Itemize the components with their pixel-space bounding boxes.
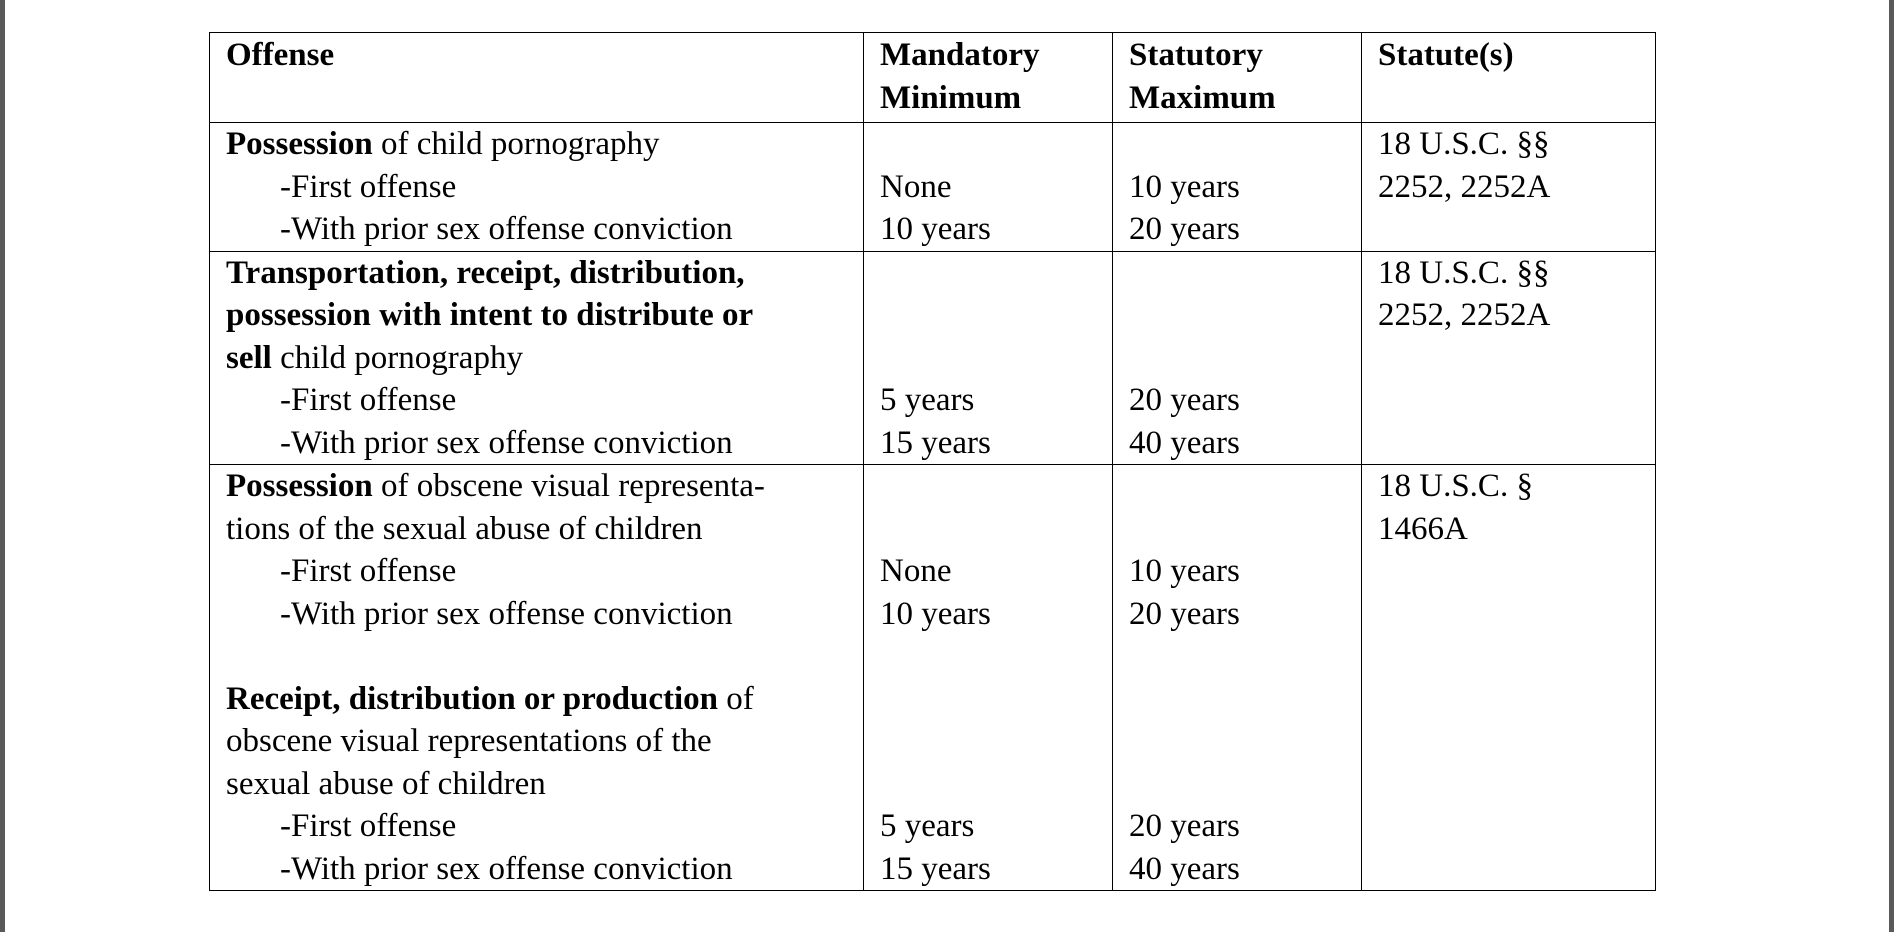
- table-row: Possession of obscene visual representa-…: [209, 464, 1656, 891]
- window-right-edge: [1889, 0, 1894, 932]
- offense-prior-label: -With prior sex offense conviction: [280, 850, 733, 887]
- statute-cell: 18 U.S.C. §§ 2252, 2252A: [1361, 250, 1656, 465]
- window-left-edge: [0, 0, 5, 932]
- header-statutory-maximum: Statutory Maximum: [1112, 32, 1362, 123]
- offense-prior-label: -With prior sex offense conviction: [280, 211, 733, 247]
- table-row: Possession of child pornography -First o…: [209, 122, 1656, 252]
- offense-subtitle: sexual abuse of children: [226, 765, 546, 802]
- minimum-prior: 10 years: [880, 211, 991, 247]
- offense-prior-label: -With prior sex offense conviction: [280, 595, 733, 632]
- offense-title: Possession of child pornography: [226, 126, 660, 162]
- header-offense: Offense: [209, 32, 864, 123]
- header-statutes: Statute(s): [1361, 32, 1656, 123]
- minimum-prior: 10 years: [880, 595, 991, 632]
- maximum-prior: 20 years: [1129, 211, 1240, 247]
- offense-first-label: -First offense: [280, 808, 457, 844]
- minimum-first: 5 years: [880, 382, 975, 418]
- maximum-prior: 20 years: [1129, 595, 1240, 632]
- offense-title: sell child pornography: [226, 339, 523, 376]
- offense-first-label: -First offense: [280, 553, 457, 589]
- maximum-cell: 10 years 20 years: [1112, 122, 1362, 252]
- penalties-table: Offense Mandatory Minimum Statutory Maxi…: [209, 32, 1656, 891]
- minimum-cell: None 10 years: [863, 122, 1113, 252]
- minimum-cell: 5 years 15 years: [863, 250, 1113, 465]
- statute-cell: 18 U.S.C. §§ 2252, 2252A: [1361, 122, 1656, 252]
- maximum-cell: 10 years 20 years 20 years 40 years: [1112, 464, 1362, 891]
- maximum-first: 20 years: [1129, 808, 1240, 844]
- statute-cell: 18 U.S.C. § 1466A: [1361, 464, 1656, 891]
- offense-cell: Possession of obscene visual representa-…: [209, 464, 864, 891]
- maximum-cell: 20 years 40 years: [1112, 250, 1362, 465]
- maximum-prior: 40 years: [1129, 850, 1240, 887]
- offense-first-label: -First offense: [280, 168, 457, 205]
- table-row: Transportation, receipt, distribution, p…: [209, 250, 1656, 465]
- offense-first-label: -First offense: [280, 382, 457, 418]
- minimum-first: None: [880, 553, 952, 589]
- offense-subtitle: Receipt, distribution or production of: [226, 680, 754, 717]
- maximum-first: 10 years: [1129, 168, 1240, 205]
- offense-prior-label: -With prior sex offense conviction: [280, 424, 733, 461]
- maximum-prior: 40 years: [1129, 424, 1240, 461]
- minimum-cell: None 10 years 5 years 15 years: [863, 464, 1113, 891]
- offense-title: Transportation, receipt, distribution,: [226, 254, 745, 291]
- offense-title: tions of the sexual abuse of children: [226, 510, 703, 547]
- offense-title: Possession of obscene visual representa-: [226, 468, 765, 504]
- minimum-first: None: [880, 168, 952, 205]
- maximum-first: 10 years: [1129, 553, 1240, 589]
- table-header-row: Offense Mandatory Minimum Statutory Maxi…: [209, 32, 1656, 123]
- offense-title: possession with intent to distribute or: [226, 297, 754, 333]
- offense-subtitle: obscene visual representations of the: [226, 723, 712, 759]
- minimum-first: 5 years: [880, 808, 975, 844]
- header-mandatory-minimum: Mandatory Minimum: [863, 32, 1113, 123]
- maximum-first: 20 years: [1129, 382, 1240, 418]
- minimum-prior: 15 years: [880, 850, 991, 887]
- offense-cell: Transportation, receipt, distribution, p…: [209, 250, 864, 465]
- offense-cell: Possession of child pornography -First o…: [209, 122, 864, 252]
- minimum-prior: 15 years: [880, 424, 991, 461]
